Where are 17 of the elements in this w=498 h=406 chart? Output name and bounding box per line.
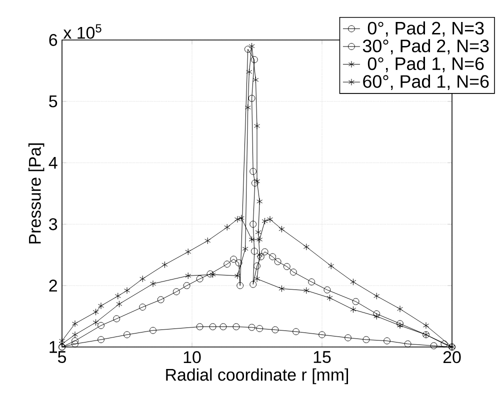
y-tick-label: 5 (49, 95, 58, 108)
y-tick-label: 4 (48, 156, 58, 169)
x-axis-title: Radial coordinate r [mm] (166, 368, 348, 384)
legend-label: 60°, Pad 1, N=6 (363, 74, 489, 90)
legend-label: 0°, Pad 2, N=3 (368, 21, 484, 37)
x-tick-label: 10 (184, 351, 201, 364)
legend-label: 0°, Pad 1, N=6 (368, 56, 484, 72)
y-tick-label: 6 (49, 34, 58, 46)
legend-label: 30°, Pad 2, N=3 (362, 39, 489, 54)
y-axis-title: Pressure [Pa] (28, 143, 44, 244)
x-tick-label: 15 (314, 351, 331, 364)
y-tick-label: 2 (49, 280, 57, 292)
x-tick-label: 20 (443, 351, 461, 364)
text: x 10$^{5}$ (63, 24, 102, 39)
y-tick-label: 3 (49, 218, 58, 230)
x-tick-label: 5 (58, 351, 66, 364)
y-tick-label: 1 (50, 341, 57, 353)
